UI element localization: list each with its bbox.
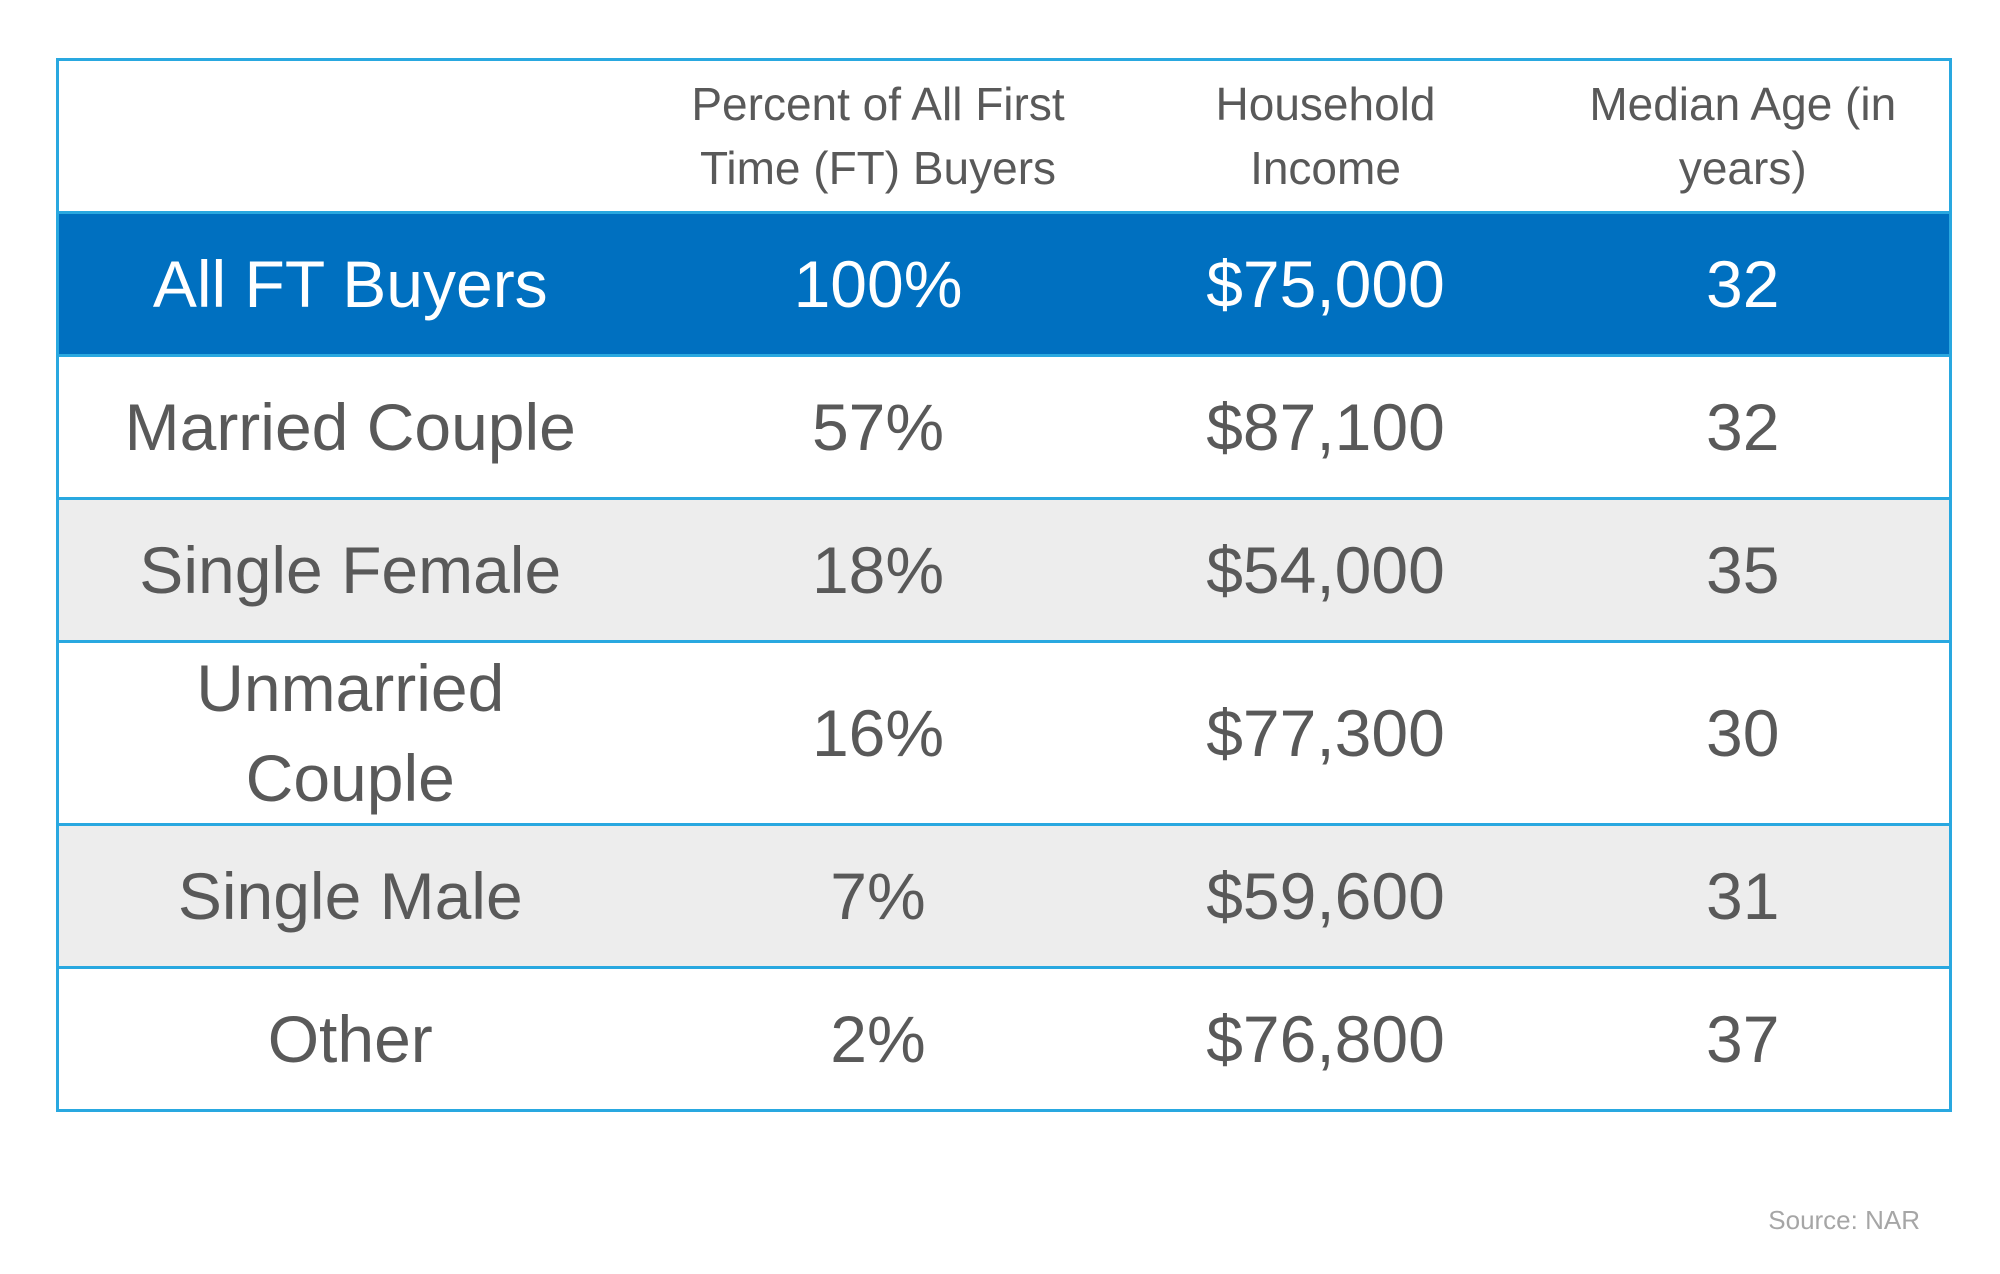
row-label-cell: Other	[57, 966, 642, 1111]
row-label: Married Couple	[124, 390, 576, 464]
value-cell: 30	[1536, 640, 1951, 825]
value-cell: $54,000	[1114, 497, 1537, 642]
value-cell: 100%	[641, 211, 1115, 356]
value-cell: $75,000	[1114, 211, 1537, 356]
value-cell: $87,100	[1114, 354, 1537, 499]
value-cell: $59,600	[1114, 823, 1537, 968]
header-cell: Household Income	[1215, 78, 1436, 194]
header-row: Percent of All First Time (FT) Buyers Hou…	[58, 60, 1951, 213]
cell-value: 16%	[811, 696, 945, 770]
row-label: All FT Buyers	[152, 247, 548, 321]
value-cell: 31	[1536, 823, 1951, 968]
source-note: Source: NAR	[1768, 1205, 1920, 1235]
buyers-table: Percent of All First Time (FT) Buyers Hou…	[56, 58, 1952, 1112]
cell-value: 18%	[811, 533, 945, 607]
cell-value: $87,100	[1206, 390, 1445, 464]
row-label: Single Male	[177, 859, 523, 933]
cell-value: 32	[1706, 247, 1780, 321]
cell-value: 32	[1706, 390, 1780, 464]
header-cell: Median Age (in years)	[1589, 78, 1897, 194]
row-label-cell: Single Male	[57, 823, 642, 968]
table-row: Single Male 7% $59,600 31	[57, 823, 1951, 968]
row-label: Unmarried Couple	[196, 651, 505, 815]
cell-value: 7%	[830, 859, 926, 933]
cell-value: 30	[1706, 696, 1780, 770]
value-cell: 2%	[641, 966, 1115, 1111]
value-cell: 37	[1536, 966, 1951, 1111]
row-label: Single Female	[139, 533, 562, 607]
table-row: Married Couple 57% $87,100 32	[57, 354, 1951, 499]
cell-value: 2%	[830, 1002, 926, 1076]
table-row: Unmarried Couple 16% $77,300 30	[57, 640, 1951, 825]
value-cell: $76,800	[1114, 966, 1537, 1111]
value-cell: 7%	[641, 823, 1115, 968]
corner-cell	[58, 60, 642, 213]
header-cell: Percent of All First Time (FT) Buyers	[691, 78, 1065, 194]
table-row: All FT Buyers 100% $75,000 32	[57, 211, 1951, 356]
value-cell: 32	[1536, 211, 1951, 356]
row-label-cell: All FT Buyers	[57, 211, 642, 356]
cell-value: $54,000	[1206, 533, 1445, 607]
table-body: All FT Buyers 100% $75,000 32 Married Couple…	[57, 211, 1951, 1111]
row-label: Other	[267, 1002, 433, 1076]
value-cell: 16%	[641, 640, 1115, 825]
cell-value: 57%	[811, 390, 945, 464]
cell-value: 31	[1706, 859, 1780, 933]
cell-value: $59,600	[1206, 859, 1445, 933]
table-row: Single Female 18% $54,000 35	[57, 497, 1951, 642]
cell-value: 35	[1706, 533, 1780, 607]
cell-value: 100%	[793, 247, 963, 321]
cell-value: 37	[1706, 1002, 1780, 1076]
row-label-cell: Unmarried Couple	[57, 640, 642, 825]
value-cell: 35	[1536, 497, 1951, 642]
cell-value: $76,800	[1206, 1002, 1445, 1076]
value-cell: 32	[1536, 354, 1951, 499]
cell-value: $77,300	[1206, 696, 1445, 770]
value-cell: 57%	[641, 354, 1115, 499]
value-cell: 18%	[641, 497, 1115, 642]
table-row: Other 2% $76,800 37	[57, 966, 1951, 1111]
row-label-cell: Single Female	[57, 497, 642, 642]
value-cell: $77,300	[1114, 640, 1537, 825]
row-label-cell: Married Couple	[57, 354, 642, 499]
cell-value: $75,000	[1206, 247, 1445, 321]
